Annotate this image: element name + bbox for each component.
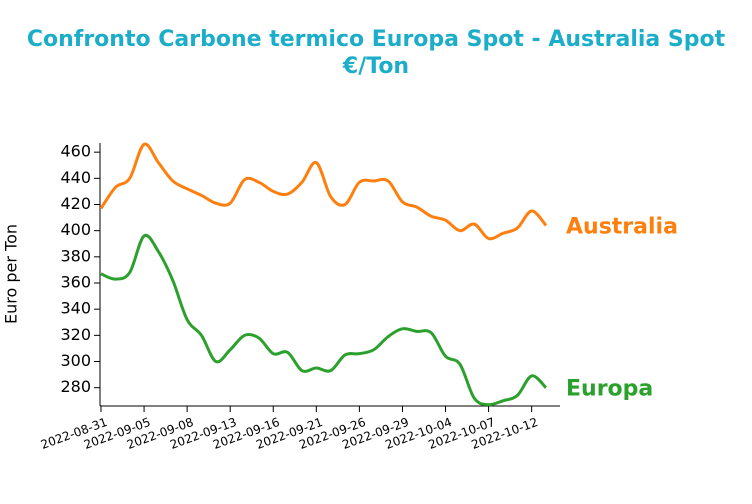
series-line: [99, 142, 548, 241]
chart-title: Confronto Carbone termico Europa Spot - …: [27, 27, 726, 52]
y-axis-label: Euro per Ton: [2, 224, 21, 324]
y-tick-label: 380: [60, 246, 91, 265]
y-tick-label: 280: [60, 377, 91, 396]
y-tick-label: 320: [60, 325, 91, 344]
y-tick-label: 360: [60, 273, 91, 292]
series-label: Europa: [566, 377, 653, 402]
y-tick-label: 300: [60, 351, 91, 370]
series-line: [100, 233, 548, 407]
series-label: Australia: [566, 214, 678, 239]
y-tick-label: 420: [60, 194, 91, 213]
y-tick-label: 400: [60, 220, 91, 239]
y-tick-label: 460: [60, 142, 91, 161]
chart-title: €/Ton: [342, 54, 409, 79]
y-tick-label: 440: [60, 168, 91, 187]
y-tick-label: 340: [60, 299, 91, 318]
